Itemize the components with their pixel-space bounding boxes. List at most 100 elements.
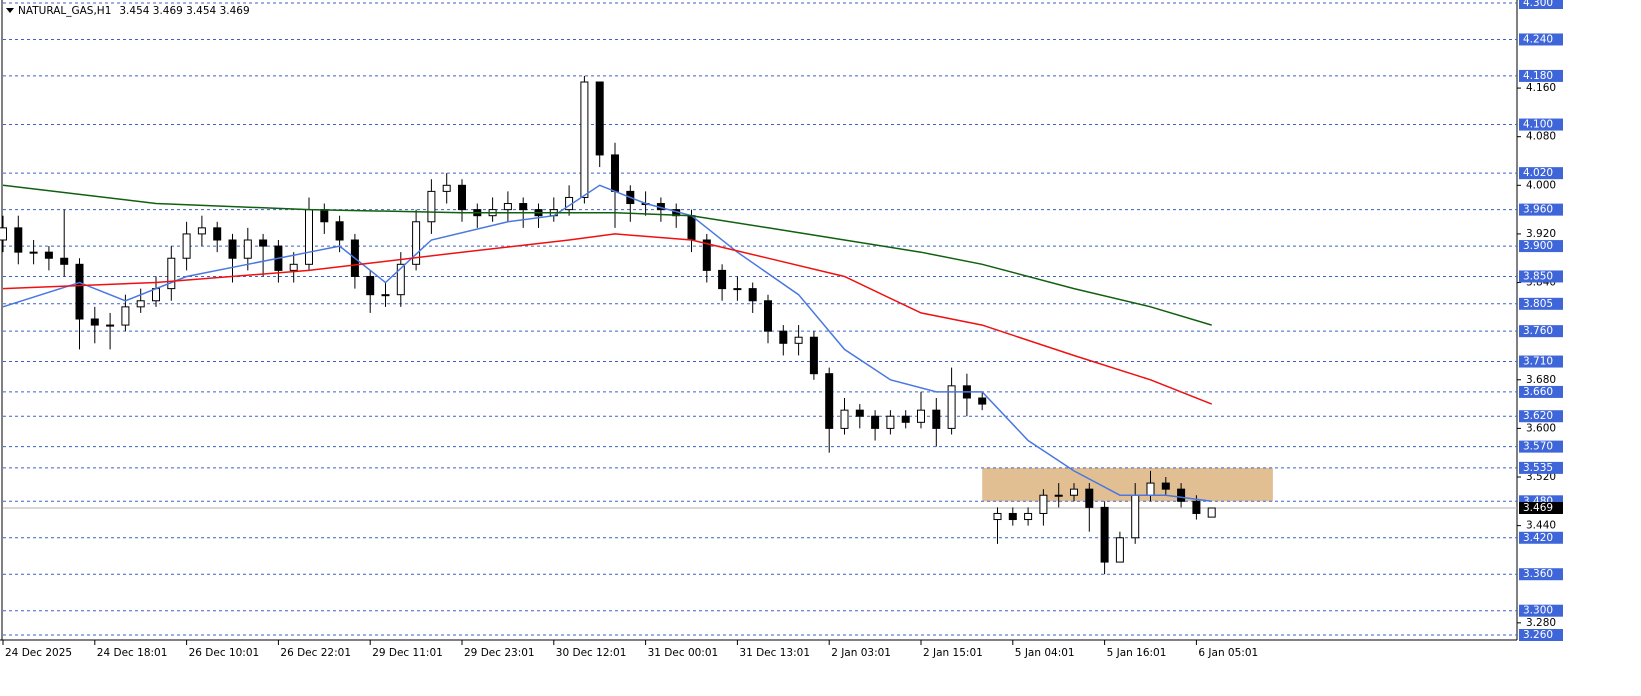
level-label: 4.100 (1523, 119, 1553, 131)
y-tick-label: 3.520 (1526, 471, 1556, 483)
candle-body (1100, 506, 1109, 563)
candle-body (503, 203, 512, 211)
ohlc-quote: 3.454 3.469 3.454 3.469 (119, 5, 249, 17)
supply-zone (982, 467, 1273, 502)
candle-body (702, 239, 711, 271)
level-label: 3.850 (1523, 270, 1553, 282)
candle-body (1177, 488, 1186, 502)
y-tick-label: 4.160 (1526, 82, 1556, 94)
moving-average-line (2, 233, 1212, 405)
candle-body (1115, 537, 1124, 563)
level-tag (1519, 604, 1563, 617)
level-tag (1519, 325, 1563, 338)
x-tick-label: 26 Dec 22:01 (280, 647, 351, 659)
menu-arrow[interactable] (6, 8, 14, 13)
current-price-label: 3.469 (1523, 502, 1553, 514)
candle-body (458, 184, 466, 211)
candle-body (580, 81, 589, 198)
level-tag (1519, 629, 1563, 641)
candle-body (396, 263, 405, 296)
level-tag (1519, 440, 1563, 453)
level-label: 3.900 (1523, 240, 1553, 252)
x-tick-label: 26 Dec 10:01 (189, 647, 260, 659)
candle-body (1070, 488, 1078, 496)
candle-body (1207, 507, 1216, 518)
x-tick-label: 5 Jan 16:01 (1107, 647, 1167, 659)
candle-body (442, 184, 451, 192)
level-label: 3.260 (1523, 629, 1553, 641)
x-tick-label: 2 Jan 15:01 (923, 647, 983, 659)
level-label: 3.300 (1523, 605, 1553, 617)
y-tick-label: 3.920 (1526, 228, 1556, 240)
candle-body (75, 263, 84, 320)
candle-body (167, 257, 176, 290)
candle-body (136, 300, 145, 308)
level-label: 3.570 (1523, 441, 1553, 453)
candle-body (14, 227, 23, 253)
candle-body (106, 324, 115, 327)
level-label: 4.180 (1523, 70, 1553, 82)
level-tag (1519, 568, 1563, 581)
x-tick-label: 6 Jan 05:01 (1198, 647, 1258, 659)
candle-body (886, 415, 895, 429)
x-tick-label: 29 Dec 23:01 (464, 647, 535, 659)
candle-body (427, 190, 436, 223)
candle-body (519, 203, 528, 211)
candle-body (733, 288, 742, 291)
level-label: 3.360 (1523, 568, 1553, 580)
y-tick-label: 4.000 (1526, 179, 1556, 191)
level-tag (1519, 410, 1563, 423)
candle-body (1146, 482, 1155, 496)
candle-body (687, 215, 696, 241)
level-tag (1519, 531, 1563, 544)
level-label: 3.420 (1523, 532, 1553, 544)
candle-body (305, 209, 313, 265)
candle-body (44, 251, 53, 259)
candle-body (259, 239, 268, 247)
y-tick-label: 3.440 (1526, 520, 1556, 532)
candle-body (335, 221, 344, 241)
x-tick-label: 31 Dec 00:01 (648, 647, 719, 659)
candle-body (1024, 512, 1033, 521)
level-tag (1519, 69, 1563, 82)
candle-body (412, 221, 421, 265)
level-tag (1519, 33, 1563, 46)
level-tag (1519, 240, 1563, 253)
candle-body (993, 512, 1002, 521)
y-tick-label: 3.680 (1526, 374, 1556, 386)
level-tag (1519, 270, 1563, 283)
level-tag (1519, 297, 1563, 310)
candle-body (29, 251, 38, 254)
candle-body (152, 288, 160, 302)
level-label: 4.300 (1523, 0, 1553, 9)
candle-body (381, 294, 390, 297)
candle-body (243, 239, 252, 259)
candle-body (779, 330, 788, 344)
chart-title: NATURAL_GAS,H1 (18, 5, 111, 17)
candle-body (1131, 494, 1140, 539)
x-tick-label: 29 Dec 11:01 (372, 647, 443, 659)
moving-average-line (2, 184, 1212, 326)
level-label: 3.620 (1523, 410, 1553, 422)
level-label: 4.240 (1523, 33, 1553, 45)
candle-body (1039, 494, 1048, 514)
level-label: 3.660 (1523, 386, 1553, 398)
candle-body (748, 288, 757, 302)
candle-body (1054, 494, 1063, 497)
candle-body (855, 409, 864, 417)
candle-body (871, 415, 880, 429)
candle-body (0, 227, 7, 241)
x-tick-label: 2 Jan 03:01 (831, 647, 891, 659)
level-tag (1519, 167, 1563, 180)
level-label: 3.805 (1523, 298, 1553, 310)
candle-body (611, 154, 619, 192)
level-tag (1519, 461, 1563, 474)
candle-body (1008, 512, 1017, 521)
candle-body (764, 300, 772, 332)
candle-body (228, 239, 237, 259)
x-tick-label: 24 Dec 18:01 (97, 647, 168, 659)
candle-body (213, 227, 222, 241)
y-tick-label: 3.280 (1526, 617, 1556, 629)
